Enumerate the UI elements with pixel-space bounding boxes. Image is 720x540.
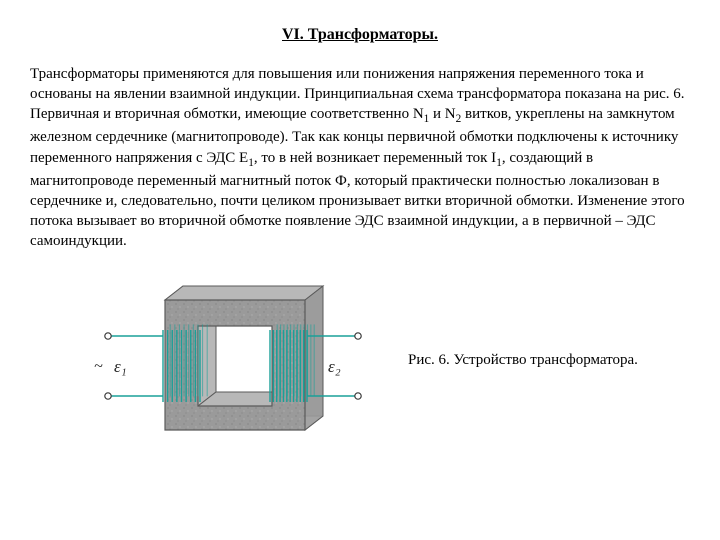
- main-paragraph: Трансформаторы применяются для повышения…: [30, 64, 690, 252]
- page-title: VI. Трансформаторы.: [30, 24, 690, 46]
- para-text-4: , то в ней возникает переменный ток I: [254, 150, 496, 166]
- transformer-figure: ~ ε₁ ε₂: [70, 262, 380, 458]
- figure-caption: Рис. 6. Устройство трансформатора.: [408, 350, 638, 370]
- svg-text:ε₁: ε₁: [114, 357, 127, 376]
- svg-text:ε₂: ε₂: [328, 357, 341, 376]
- transformer-svg: ~ ε₁ ε₂: [70, 262, 380, 452]
- para-text-2: и N: [429, 106, 455, 122]
- svg-text:~: ~: [94, 358, 103, 375]
- figure-row: ~ ε₁ ε₂ Рис. 6. Устройство трансформатора.: [30, 262, 690, 458]
